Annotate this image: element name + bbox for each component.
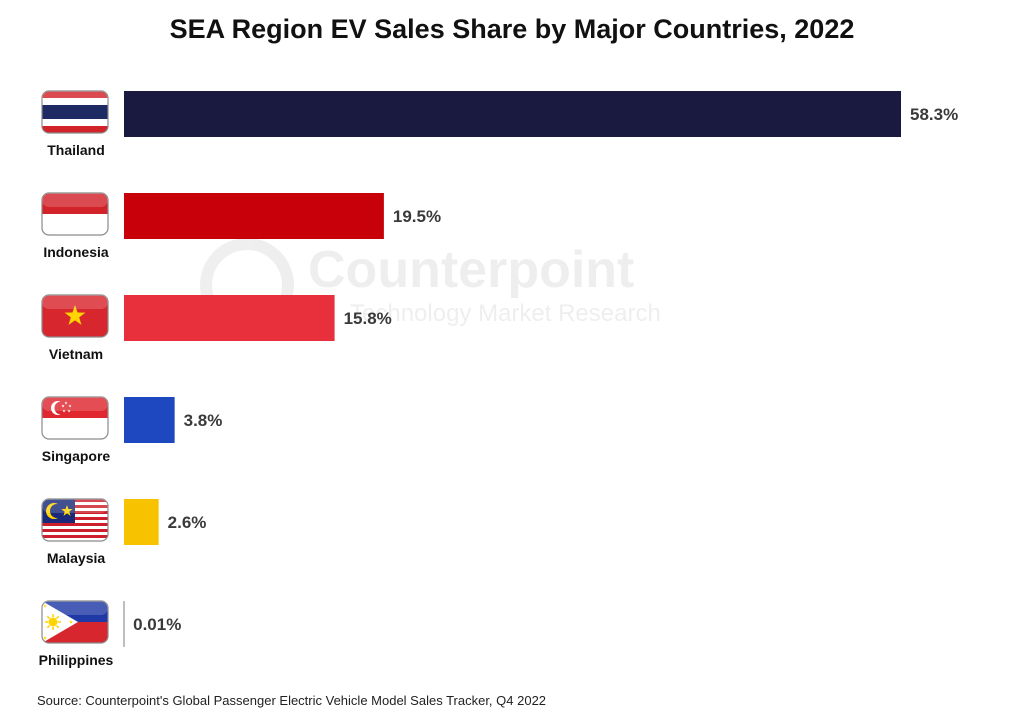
source-note: Source: Counterpoint's Global Passenger … (37, 693, 547, 708)
flag-philippines-icon (41, 600, 109, 644)
country-label-thailand: Thailand (47, 142, 105, 158)
country-label-vietnam: Vietnam (49, 346, 103, 362)
value-label-singapore: 3.8% (184, 411, 223, 430)
chart-title: SEA Region EV Sales Share by Major Count… (169, 14, 855, 44)
flag-indonesia-icon (41, 192, 109, 236)
bar-malaysia (124, 499, 159, 545)
flag-thailand-icon (41, 90, 109, 134)
bar-thailand (124, 91, 901, 137)
flag-singapore-icon (41, 396, 109, 440)
country-label-singapore: Singapore (42, 448, 111, 464)
bar-vietnam (124, 295, 335, 341)
country-label-malaysia: Malaysia (47, 550, 106, 566)
value-label-indonesia: 19.5% (393, 207, 441, 226)
value-label-philippines: 0.01% (133, 615, 181, 634)
value-label-vietnam: 15.8% (344, 309, 392, 328)
value-label-malaysia: 2.6% (168, 513, 207, 532)
value-label-thailand: 58.3% (910, 105, 958, 124)
country-label-indonesia: Indonesia (43, 244, 109, 260)
bar-indonesia (124, 193, 384, 239)
flag-malaysia-icon (41, 498, 109, 542)
flag-vietnam-icon (41, 294, 109, 338)
country-label-philippines: Philippines (39, 652, 114, 668)
bar-singapore (124, 397, 175, 443)
